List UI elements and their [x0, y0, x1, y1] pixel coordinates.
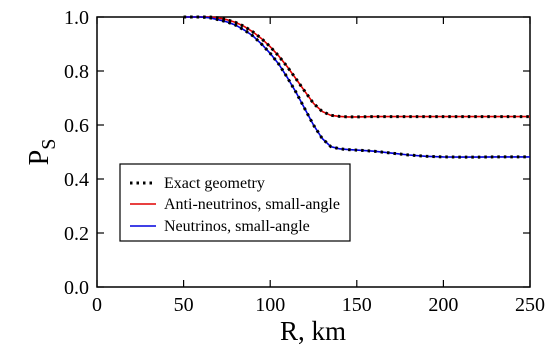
- series-line-exact-geometry: [183, 15, 530, 159]
- y-tick-label: 0.6: [64, 115, 89, 137]
- y-tick-label: 0.4: [64, 169, 89, 191]
- legend-label-exact: Exact geometry: [164, 175, 265, 192]
- plot-frame: [96, 16, 531, 288]
- y-tick-label: 0.2: [64, 223, 89, 245]
- y-tick-label: 1.0: [64, 7, 89, 29]
- axis-ticks: 0 50 100 150 200 250 0.0 0.2 0.4 0.6 0.8 1.0: [64, 7, 545, 316]
- y-axis-title-main: P: [24, 150, 55, 166]
- legend-label-anti: Anti-neutrinos, small-angle: [164, 196, 340, 213]
- x-tick-label: 50: [174, 294, 194, 316]
- x-tick-label: 0: [92, 294, 102, 316]
- x-tick-label: 250: [515, 294, 545, 316]
- legend-box: [119, 163, 351, 242]
- legend-label-neutrinos: Neutrinos, small-angle: [164, 218, 310, 235]
- y-axis-title: PS: [24, 139, 60, 166]
- series-line-exact-geometry: [183, 15, 530, 119]
- y-tick-label: 0.8: [64, 61, 89, 83]
- x-axis-title: R, km: [280, 316, 346, 346]
- legend: Exact geometry Anti-neutrinos, small-ang…: [119, 163, 351, 242]
- series-layer: [183, 15, 530, 159]
- y-tick-label: 0.0: [64, 277, 89, 299]
- y-axis-title-subscript: S: [38, 139, 60, 150]
- x-tick-label: 100: [255, 294, 285, 316]
- svg-text:PS: PS: [24, 139, 60, 166]
- series-line-anti-neutrinos-small-angle: [183, 16, 530, 118]
- x-tick-label: 200: [428, 294, 458, 316]
- series-line-neutrinos-small-angle: [183, 16, 530, 158]
- x-tick-label: 150: [342, 294, 372, 316]
